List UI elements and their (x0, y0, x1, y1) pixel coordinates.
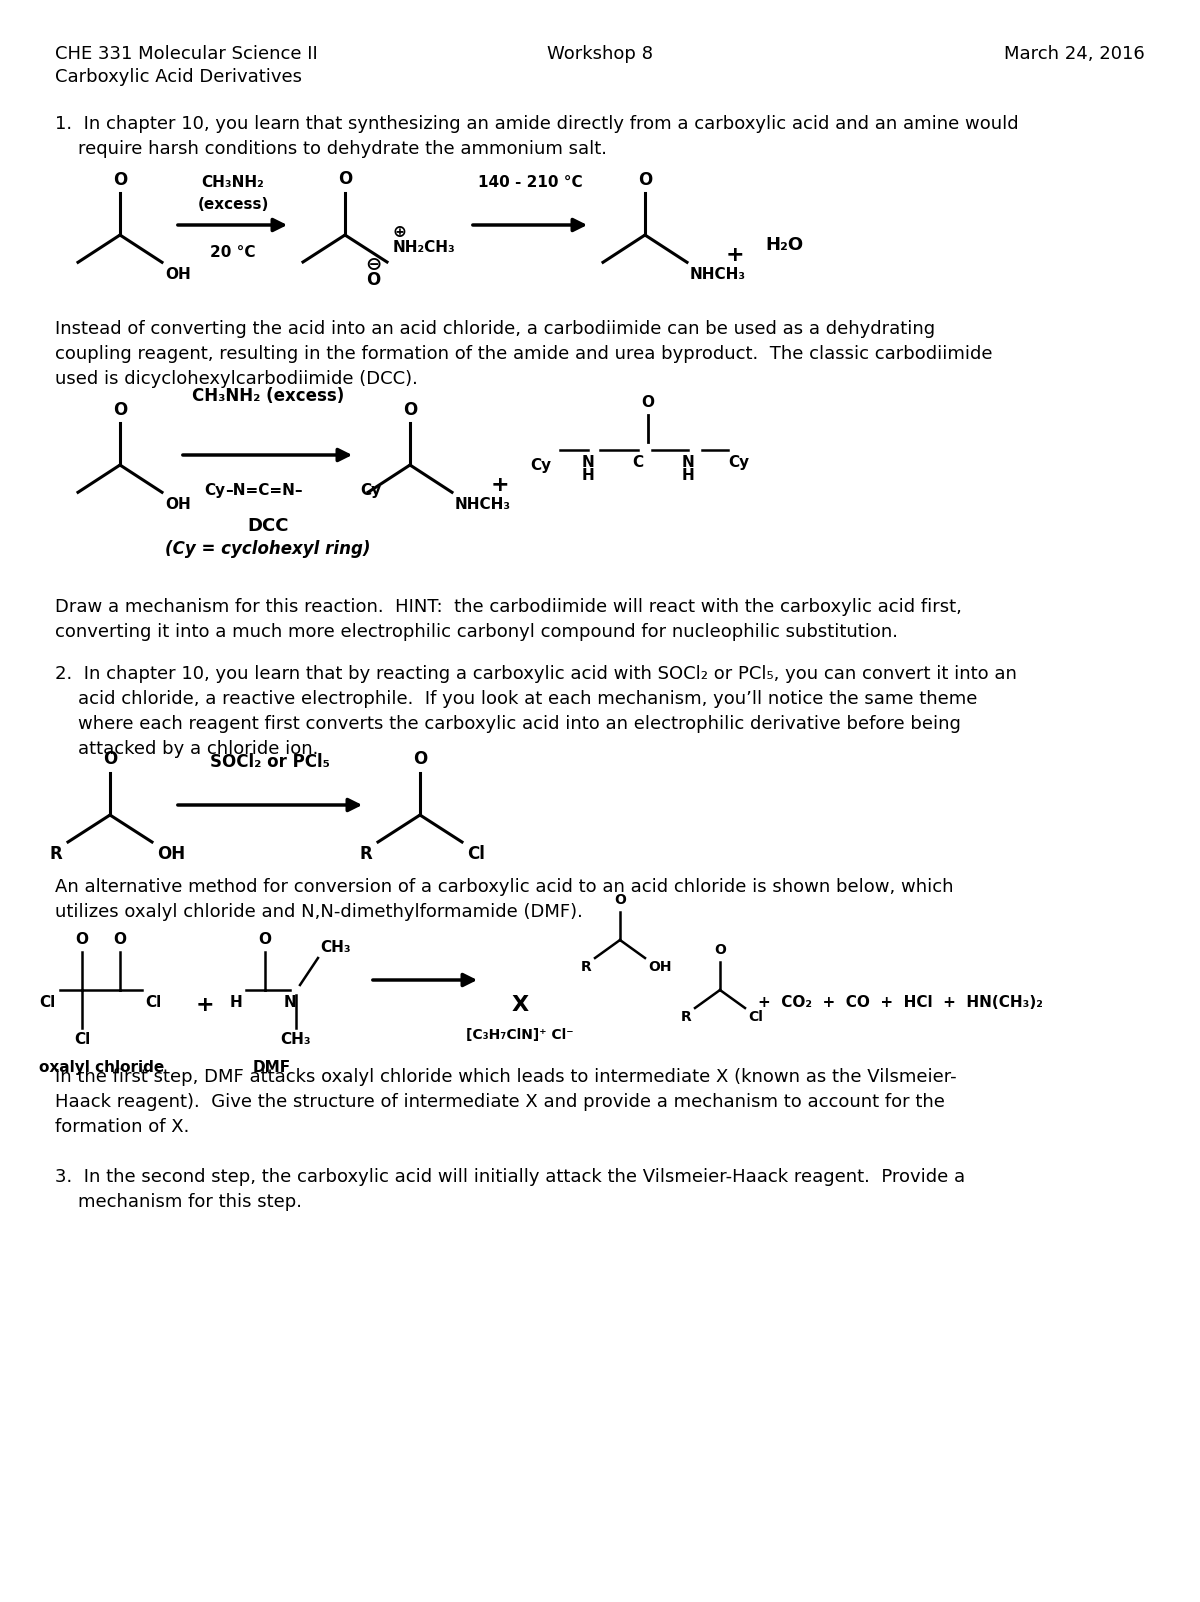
Text: DCC: DCC (247, 517, 289, 535)
Text: Cy: Cy (360, 482, 382, 498)
Text: mechanism for this step.: mechanism for this step. (55, 1193, 302, 1211)
Text: N: N (682, 455, 695, 469)
Text: +: + (726, 245, 744, 264)
Text: NHCH₃: NHCH₃ (455, 497, 511, 513)
Text: CHE 331 Molecular Science II: CHE 331 Molecular Science II (55, 45, 318, 62)
Text: O: O (638, 171, 652, 189)
Text: Cy: Cy (530, 458, 551, 473)
Text: O: O (403, 400, 418, 418)
Text: CH₃: CH₃ (281, 1032, 311, 1048)
Text: Haack reagent).  Give the structure of intermediate X and provide a mechanism to: Haack reagent). Give the structure of in… (55, 1093, 944, 1112)
Text: Instead of converting the acid into an acid chloride, a carbodiimide can be used: Instead of converting the acid into an a… (55, 320, 935, 338)
Text: O: O (614, 892, 626, 907)
Text: March 24, 2016: March 24, 2016 (1004, 45, 1145, 62)
Text: 3.  In the second step, the carboxylic acid will initially attack the Vilsmeier-: 3. In the second step, the carboxylic ac… (55, 1168, 965, 1185)
Text: ⊕: ⊕ (394, 223, 407, 240)
Text: where each reagent first converts the carboxylic acid into an electrophilic deri: where each reagent first converts the ca… (55, 714, 961, 734)
Text: X: X (511, 995, 528, 1016)
Text: SOCl₂ or PCl₅: SOCl₂ or PCl₅ (210, 753, 330, 771)
Text: Workshop 8: Workshop 8 (547, 45, 653, 62)
Text: N: N (283, 995, 296, 1009)
Text: Cl: Cl (467, 844, 485, 863)
Text: H: H (229, 995, 242, 1009)
Text: H: H (682, 468, 695, 482)
Text: 1.  In chapter 10, you learn that synthesizing an amide directly from a carboxyl: 1. In chapter 10, you learn that synthes… (55, 115, 1019, 133)
Text: converting it into a much more electrophilic carbonyl compound for nucleophilic : converting it into a much more electroph… (55, 623, 898, 641)
Text: coupling reagent, resulting in the formation of the amide and urea byproduct.  T: coupling reagent, resulting in the forma… (55, 344, 992, 364)
Text: require harsh conditions to dehydrate the ammonium salt.: require harsh conditions to dehydrate th… (55, 139, 607, 159)
Text: Cl: Cl (74, 1032, 90, 1048)
Text: O: O (714, 944, 726, 956)
Text: NH₂CH₃: NH₂CH₃ (394, 240, 456, 255)
Text: CH₃NH₂ (excess): CH₃NH₂ (excess) (192, 388, 344, 405)
Text: O: O (114, 932, 126, 947)
Text: H: H (582, 468, 594, 482)
Text: H₂O: H₂O (766, 235, 803, 255)
Text: In the first step, DMF attacks oxalyl chloride which leads to intermediate X (kn: In the first step, DMF attacks oxalyl ch… (55, 1069, 956, 1086)
Text: O: O (113, 400, 127, 418)
Text: R: R (682, 1009, 692, 1024)
Text: O: O (76, 932, 89, 947)
Text: 140 - 210 °C: 140 - 210 °C (478, 175, 582, 191)
Text: Cl: Cl (145, 995, 161, 1009)
Text: utilizes oxalyl chloride and N,N-dimethylformamide (DMF).: utilizes oxalyl chloride and N,N-dimethy… (55, 904, 583, 921)
Text: O: O (413, 750, 427, 767)
Text: NHCH₃: NHCH₃ (690, 268, 746, 282)
Text: Carboxylic Acid Derivatives: Carboxylic Acid Derivatives (55, 67, 302, 87)
Text: +  CO₂  +  CO  +  HCl  +  HN(CH₃)₂: + CO₂ + CO + HCl + HN(CH₃)₂ (758, 995, 1043, 1009)
Text: Cl: Cl (748, 1009, 763, 1024)
Text: Cy: Cy (728, 455, 749, 469)
Text: oxalyl chloride: oxalyl chloride (40, 1061, 164, 1075)
Text: OH: OH (648, 960, 672, 974)
Text: +: + (196, 995, 215, 1016)
Text: –N=C=N–: –N=C=N– (226, 482, 302, 498)
Text: 2.  In chapter 10, you learn that by reacting a carboxylic acid with SOCl₂ or PC: 2. In chapter 10, you learn that by reac… (55, 665, 1016, 682)
Text: CH₃NH₂: CH₃NH₂ (202, 175, 264, 191)
Text: O: O (103, 750, 118, 767)
Text: formation of X.: formation of X. (55, 1118, 190, 1136)
Text: R: R (49, 844, 62, 863)
Text: R: R (581, 960, 592, 974)
Text: (Cy = cyclohexyl ring): (Cy = cyclohexyl ring) (166, 540, 371, 557)
Text: DMF: DMF (253, 1061, 292, 1075)
Text: O: O (642, 396, 654, 410)
Text: OH: OH (157, 844, 185, 863)
Text: [C₃H₇ClN]⁺ Cl⁻: [C₃H₇ClN]⁺ Cl⁻ (466, 1028, 574, 1041)
Text: used is dicyclohexylcarbodiimide (DCC).: used is dicyclohexylcarbodiimide (DCC). (55, 370, 418, 388)
Text: An alternative method for conversion of a carboxylic acid to an acid chloride is: An alternative method for conversion of … (55, 878, 954, 896)
Text: Cl: Cl (38, 995, 55, 1009)
Text: O: O (258, 932, 271, 947)
Text: attacked by a chloride ion.: attacked by a chloride ion. (55, 740, 318, 758)
Text: Cy: Cy (204, 482, 226, 498)
Text: +: + (491, 476, 509, 495)
Text: N: N (582, 455, 594, 469)
Text: O: O (338, 170, 352, 187)
Text: (excess): (excess) (197, 197, 269, 211)
Text: O: O (366, 271, 380, 288)
Text: R: R (359, 844, 372, 863)
Text: OH: OH (166, 497, 191, 513)
Text: C: C (632, 455, 643, 469)
Text: O: O (113, 171, 127, 189)
Text: acid chloride, a reactive electrophile.  If you look at each mechanism, you’ll n: acid chloride, a reactive electrophile. … (55, 690, 977, 708)
Text: OH: OH (166, 268, 191, 282)
Text: CH₃: CH₃ (320, 940, 350, 955)
Text: Draw a mechanism for this reaction.  HINT:  the carbodiimide will react with the: Draw a mechanism for this reaction. HINT… (55, 598, 962, 617)
Text: 20 °C: 20 °C (210, 245, 256, 260)
Text: ⊖: ⊖ (365, 255, 382, 274)
